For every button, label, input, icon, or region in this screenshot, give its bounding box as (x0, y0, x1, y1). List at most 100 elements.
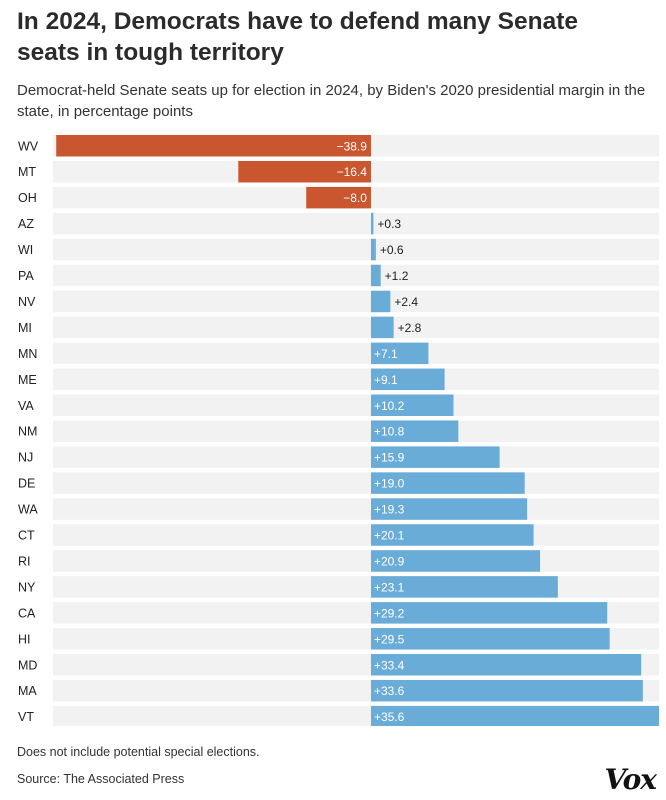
row-background (53, 212, 659, 235)
category-label: ME (18, 373, 37, 387)
footnote: Does not include potential special elect… (17, 745, 260, 759)
data-label: +7.1 (374, 347, 398, 361)
bar-chart: WV −38.9 MT −16.4 OH −8.0 AZ +0.3 WI +0.6 PA +1.2 NV… (18, 135, 659, 726)
bar-row: ME +9.1 (18, 368, 659, 391)
category-label: CA (18, 606, 36, 620)
row-background (53, 264, 659, 287)
data-label: +33.6 (374, 684, 405, 698)
row-background (53, 420, 659, 442)
bar-row: VA +10.2 (18, 394, 659, 416)
row-background (53, 368, 659, 391)
row-background (53, 238, 659, 261)
bar (370, 524, 534, 546)
bar-row: OH −8.0 (18, 186, 659, 209)
bar (370, 705, 659, 726)
category-label: OH (18, 191, 37, 205)
row-background (53, 394, 659, 416)
bar-row: DE +19.0 (18, 472, 659, 494)
bar (370, 550, 541, 572)
bar-row: AZ +0.3 (18, 212, 659, 235)
category-label: MT (18, 165, 36, 179)
bar-row: CT +20.1 (18, 524, 659, 546)
bar (370, 576, 558, 598)
category-label: CT (18, 529, 35, 543)
bar (370, 238, 376, 261)
category-label: NM (18, 425, 37, 439)
data-label: +23.1 (374, 580, 405, 594)
category-label: NJ (18, 451, 33, 465)
data-label: +15.9 (374, 451, 405, 465)
category-label: MA (18, 684, 37, 698)
data-label: +29.5 (374, 632, 405, 646)
vox-logo: Vox (604, 763, 657, 796)
bar (370, 264, 381, 287)
data-label: +1.2 (385, 269, 409, 283)
bar (370, 679, 643, 702)
bar-row: WV −38.9 (18, 135, 659, 157)
row-background (53, 290, 659, 313)
bar (370, 498, 528, 520)
bar (370, 316, 394, 339)
row-background (53, 576, 659, 598)
bar (370, 654, 642, 676)
category-label: PA (18, 269, 34, 283)
bar-row: VT +35.6 (18, 705, 659, 726)
bar-row: NJ +15.9 (18, 446, 659, 468)
data-label: −16.4 (337, 165, 368, 179)
chart-title: In 2024, Democrats have to defend many S… (17, 8, 578, 66)
data-label: +20.9 (374, 554, 405, 568)
category-label: RI (18, 554, 31, 568)
data-label: −8.0 (343, 191, 367, 205)
bar (238, 160, 371, 183)
bar-row: HI +29.5 (18, 628, 659, 650)
category-label: NV (18, 295, 36, 309)
category-label: MN (18, 347, 37, 361)
bar-row: NV +2.4 (18, 290, 659, 313)
bar (56, 135, 371, 157)
category-label: VT (18, 710, 34, 724)
bar (370, 394, 454, 416)
data-label: +0.3 (377, 217, 401, 231)
data-label: −38.9 (337, 139, 368, 153)
bar-row: MA +33.6 (18, 679, 659, 702)
category-label: WA (18, 503, 38, 517)
row-background (53, 342, 659, 365)
data-label: +19.3 (374, 503, 405, 517)
bar-row: MT −16.4 (18, 160, 659, 183)
source-note: Source: The Associated Press (17, 772, 185, 786)
bar (370, 602, 608, 624)
bar (370, 420, 459, 442)
bar-row: CA +29.2 (18, 602, 659, 624)
category-label: NY (18, 580, 36, 594)
bar-row: WA +19.3 (18, 498, 659, 520)
row-background (53, 316, 659, 339)
data-label: +9.1 (374, 373, 398, 387)
data-label: +10.8 (374, 425, 405, 439)
bar (370, 628, 610, 650)
category-label: HI (18, 632, 31, 646)
category-label: DE (18, 477, 35, 491)
category-label: MD (18, 658, 37, 672)
category-label: WI (18, 243, 33, 257)
data-label: +2.8 (398, 321, 422, 335)
bar (370, 472, 525, 494)
bar-row: WI +0.6 (18, 238, 659, 261)
category-label: AZ (18, 217, 34, 231)
data-label: +19.0 (374, 477, 405, 491)
chart-subtitle: Democrat-held Senate seats up for electi… (17, 82, 646, 120)
category-label: WV (18, 139, 39, 153)
data-label: +35.6 (374, 710, 405, 724)
row-background (53, 550, 659, 572)
data-label: +33.4 (374, 658, 405, 672)
data-label: +10.2 (374, 399, 405, 413)
bar-row: PA +1.2 (18, 264, 659, 287)
row-background (53, 524, 659, 546)
row-background (53, 472, 659, 494)
bar (370, 342, 429, 365)
category-label: VA (18, 399, 34, 413)
category-label: MI (18, 321, 32, 335)
bar-row: MI +2.8 (18, 316, 659, 339)
bar (370, 368, 445, 391)
bar-row: MD +33.4 (18, 654, 659, 676)
bar-row: NY +23.1 (18, 576, 659, 598)
